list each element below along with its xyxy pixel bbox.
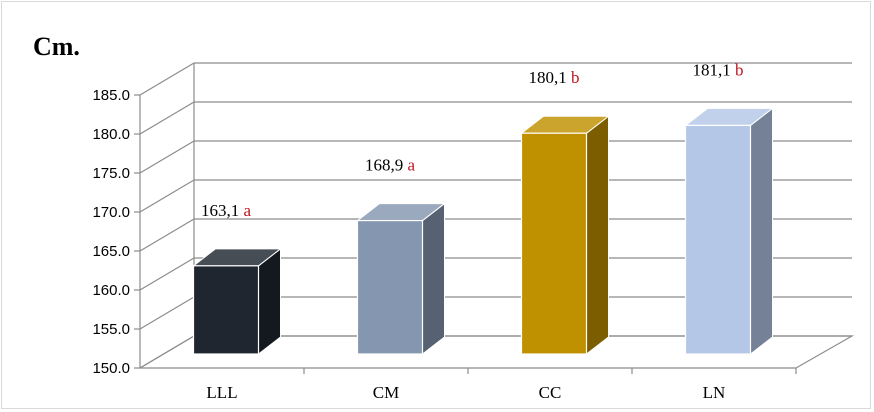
bar-front	[192, 265, 260, 355]
x-axis: LLL CM CC LN	[140, 367, 797, 402]
side-gridline	[139, 218, 195, 252]
y-unit-label: Cm.	[33, 32, 80, 61]
data-label: 180,1 b	[529, 68, 580, 87]
side-gridline	[139, 296, 195, 330]
bar-lll	[192, 247, 282, 356]
bar-ln	[684, 107, 774, 356]
data-label: 181,1 b	[693, 60, 744, 79]
y-tick-label: 185.0	[92, 87, 130, 104]
y-tick-label: 180.0	[92, 126, 130, 143]
y-tick-label: 165.0	[92, 243, 130, 260]
side-gridline	[139, 179, 195, 213]
group-letter: b	[571, 68, 580, 87]
data-label: 168,9 a	[365, 156, 416, 175]
bar-side	[258, 247, 281, 356]
y-tick-label: 160.0	[92, 282, 130, 299]
bar-front	[684, 124, 752, 355]
x-tick-label: LLL	[206, 383, 237, 402]
bar-cm	[356, 202, 446, 356]
y-axis: 150.0 155.0 160.0 165.0 170.0 175.0 180.0 185.0	[92, 87, 140, 377]
bar-side	[586, 115, 609, 356]
y-tick-label: 150.0	[92, 360, 130, 377]
bars: 163,1 a 168,9 a 180,1 b 181,1 b	[192, 60, 774, 356]
bar-side	[750, 107, 773, 356]
data-label: 163,1 a	[201, 201, 252, 220]
group-letter: b	[735, 60, 744, 79]
bar-side	[422, 202, 445, 356]
side-gridline	[139, 257, 195, 291]
bar-cc	[520, 115, 610, 356]
bar-front	[520, 132, 588, 355]
group-letter: a	[243, 201, 251, 220]
x-tick-label: LN	[703, 383, 726, 402]
x-tick-label: CC	[539, 383, 562, 402]
x-tick-label: CM	[373, 383, 399, 402]
y-tick-label: 155.0	[92, 321, 130, 338]
side-gridline	[139, 101, 195, 135]
side-gridline	[139, 140, 195, 174]
bar-front	[356, 219, 424, 355]
group-letter: a	[407, 156, 415, 175]
y-tick-label: 175.0	[92, 165, 130, 182]
side-gridline	[139, 62, 195, 96]
y-tick-label: 170.0	[92, 204, 130, 221]
